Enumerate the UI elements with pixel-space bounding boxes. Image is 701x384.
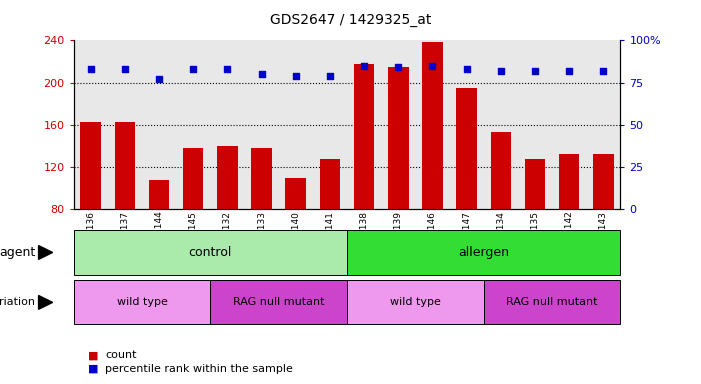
Text: agent: agent: [0, 246, 35, 259]
Point: [529, 68, 540, 74]
Bar: [456, 88, 477, 209]
Point: [564, 68, 575, 74]
Bar: [320, 159, 340, 209]
Text: RAG null mutant: RAG null mutant: [506, 297, 598, 308]
Point: [393, 64, 404, 70]
Bar: [81, 122, 101, 209]
Text: count: count: [105, 350, 137, 360]
Point: [358, 63, 369, 69]
Bar: [422, 43, 443, 209]
Point: [188, 66, 199, 72]
Point: [598, 68, 609, 74]
Point: [427, 63, 438, 69]
Point: [119, 66, 130, 72]
Bar: [149, 180, 170, 209]
Point: [154, 76, 165, 82]
Text: GDS2647 / 1429325_at: GDS2647 / 1429325_at: [270, 13, 431, 27]
Point: [222, 66, 233, 72]
Bar: [285, 178, 306, 209]
Bar: [559, 154, 579, 209]
Bar: [593, 154, 613, 209]
Text: percentile rank within the sample: percentile rank within the sample: [105, 364, 293, 374]
Text: allergen: allergen: [458, 246, 509, 259]
Bar: [115, 122, 135, 209]
Text: ■: ■: [88, 350, 98, 360]
Bar: [183, 148, 203, 209]
Bar: [252, 148, 272, 209]
Bar: [354, 64, 374, 209]
Point: [495, 68, 506, 74]
Bar: [217, 146, 238, 209]
Text: ■: ■: [88, 364, 98, 374]
Text: wild type: wild type: [390, 297, 441, 308]
Point: [85, 66, 96, 72]
Bar: [524, 159, 545, 209]
Bar: [388, 67, 409, 209]
Point: [256, 71, 267, 77]
Text: control: control: [189, 246, 232, 259]
Point: [325, 73, 336, 79]
Point: [461, 66, 472, 72]
Point: [290, 73, 301, 79]
Text: wild type: wild type: [116, 297, 168, 308]
Bar: [491, 132, 511, 209]
Text: RAG null mutant: RAG null mutant: [233, 297, 325, 308]
Text: genotype/variation: genotype/variation: [0, 297, 35, 308]
